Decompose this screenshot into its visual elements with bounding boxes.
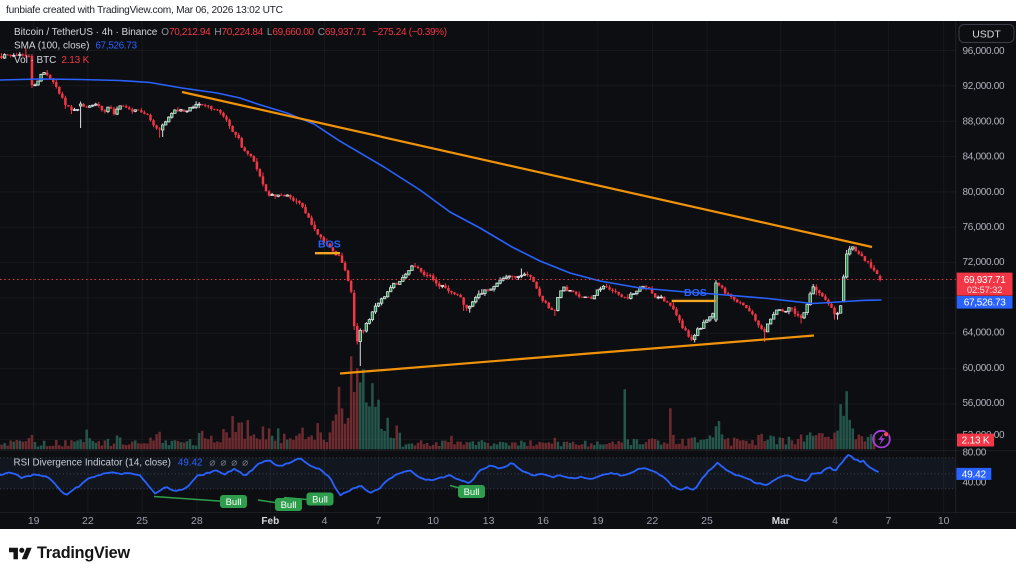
svg-text:7: 7 bbox=[885, 515, 891, 527]
svg-text:88,000.00: 88,000.00 bbox=[963, 116, 1006, 127]
svg-text:80,000.00: 80,000.00 bbox=[963, 187, 1006, 198]
svg-text:19: 19 bbox=[592, 515, 604, 527]
svg-text:16: 16 bbox=[537, 515, 549, 527]
svg-text:Mar: Mar bbox=[772, 516, 790, 527]
svg-text:Bull: Bull bbox=[312, 494, 328, 505]
svg-text:25: 25 bbox=[701, 515, 713, 527]
svg-text:84,000.00: 84,000.00 bbox=[963, 152, 1006, 163]
svg-text:2.13 K: 2.13 K bbox=[962, 435, 990, 446]
svg-text:BOS: BOS bbox=[684, 287, 707, 299]
svg-text:96,000.00: 96,000.00 bbox=[963, 46, 1006, 57]
svg-text:02:57:32: 02:57:32 bbox=[967, 285, 1002, 296]
svg-text:80.00: 80.00 bbox=[963, 447, 987, 458]
svg-text:28: 28 bbox=[191, 515, 203, 527]
svg-text:56,000.00: 56,000.00 bbox=[963, 398, 1006, 409]
svg-text:64,000.00: 64,000.00 bbox=[963, 328, 1006, 339]
svg-text:10: 10 bbox=[427, 515, 439, 527]
svg-text:19: 19 bbox=[28, 515, 40, 527]
svg-text:Feb: Feb bbox=[261, 516, 279, 527]
svg-text:69,937.71: 69,937.71 bbox=[964, 275, 1007, 286]
svg-text:USDT: USDT bbox=[972, 28, 1001, 40]
svg-text:40.00: 40.00 bbox=[963, 477, 987, 488]
svg-text:72,000.00: 72,000.00 bbox=[963, 257, 1006, 268]
svg-text:67,526.73: 67,526.73 bbox=[964, 298, 1007, 309]
svg-text:Bull: Bull bbox=[226, 497, 242, 508]
svg-text:SMA (100, close)67,526.73: SMA (100, close) 67,526.73 bbox=[14, 41, 137, 52]
svg-text:76,000.00: 76,000.00 bbox=[963, 222, 1006, 233]
svg-text:4: 4 bbox=[322, 515, 328, 527]
svg-text:49.42: 49.42 bbox=[962, 469, 987, 480]
svg-text:4: 4 bbox=[832, 515, 838, 527]
svg-text:92,000.00: 92,000.00 bbox=[963, 81, 1006, 92]
svg-text:13: 13 bbox=[483, 515, 495, 527]
svg-text:22: 22 bbox=[647, 515, 659, 527]
svg-text:22: 22 bbox=[82, 515, 94, 527]
svg-text:7: 7 bbox=[375, 515, 381, 527]
svg-text:60,000.00: 60,000.00 bbox=[963, 363, 1006, 374]
svg-text:RSI Divergence Indicator (14,: RSI Divergence Indicator (14, close) 49.4… bbox=[14, 458, 249, 469]
svg-text:25: 25 bbox=[136, 515, 148, 527]
svg-text:10: 10 bbox=[938, 515, 950, 527]
svg-text:Bull: Bull bbox=[464, 487, 480, 498]
svg-text:BOS: BOS bbox=[318, 239, 341, 251]
svg-text:Bitcoin / TetherUS · 4h · Bina: Bitcoin / TetherUS · 4h · Binance O70,212… bbox=[14, 27, 447, 38]
svg-text:Bull: Bull bbox=[281, 500, 297, 511]
